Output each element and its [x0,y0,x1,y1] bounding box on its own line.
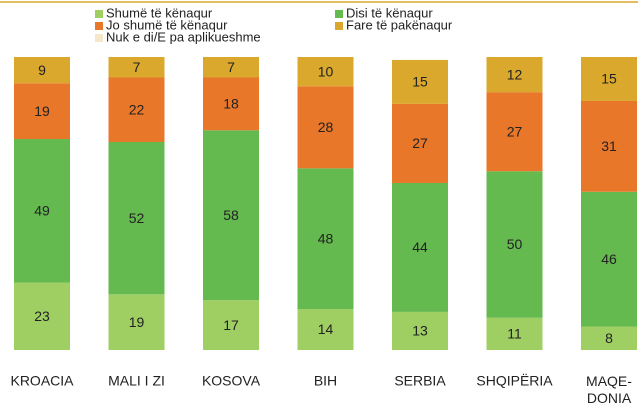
data-label: 49 [34,203,50,219]
bar-segment [581,57,637,101]
data-label: 9 [38,62,46,78]
bar-segment [14,282,70,350]
data-label: 46 [601,251,617,267]
data-label: 27 [412,135,428,151]
x-tick-label: MALI I ZI [108,373,165,389]
data-label: 48 [318,230,334,246]
x-tick-line: DONIA [587,390,632,406]
bar-segment [297,86,354,169]
bar-segment [297,308,354,350]
legend-swatch [335,10,343,18]
bar-segment [14,57,70,84]
bar-segment [108,77,165,142]
legend-label: Shumë të kënaqur [106,5,213,20]
data-label: 12 [507,66,523,82]
bar-segment [392,311,448,350]
bar-segment [297,57,354,87]
x-tick-label: KOSOVA [202,373,261,389]
data-label: 28 [318,119,334,135]
bar-segment [581,191,637,327]
bar-segment [108,141,165,295]
bar-segment [14,139,70,283]
data-label: 15 [412,74,428,90]
data-label: 7 [133,59,141,75]
legend-swatch [95,34,103,42]
data-label: 22 [129,101,145,117]
legend-swatch [95,10,103,18]
legend-label: Disi të kënaqur [346,5,433,20]
legend-swatch [95,22,103,30]
x-tick-label: MAQE-DONIA [586,373,632,406]
data-label: 15 [601,71,617,87]
bar-segment [203,130,259,301]
data-label: 19 [34,103,50,119]
data-label: 50 [507,236,523,252]
data-label: 10 [318,63,334,79]
bar-segment [14,83,70,140]
bar-segment [392,103,448,183]
legend-label: Nuk e di/E pa aplikueshme [106,29,261,44]
data-label: 17 [223,317,239,333]
bar-segment [108,57,165,78]
x-tick-label: BIH [314,373,337,389]
bar-segment [203,300,259,350]
data-label: 18 [223,96,239,112]
data-label: 11 [507,326,522,342]
x-tick-label: SHQIPËRIA [476,373,553,389]
data-label: 8 [605,330,613,346]
data-label: 13 [412,323,428,339]
data-label: 58 [223,207,239,223]
data-label: 23 [34,308,50,324]
x-tick-label: SERBIA [394,373,446,389]
data-label: 7 [227,59,235,75]
bar-segment [486,92,543,172]
bar-segment [108,294,165,350]
bar-segment [203,77,259,131]
bar-segment [203,57,259,78]
legend-label: Fare të pakënaqur [346,17,453,32]
data-label: 19 [129,314,145,330]
data-label: 14 [318,321,334,337]
x-tick-label: KROACIA [10,373,74,389]
bar-segment [581,100,637,192]
legend-swatch [335,22,343,30]
data-label: 31 [601,138,617,154]
data-label: 52 [129,210,145,226]
bar-segment [486,57,543,93]
x-tick-line: MAQE- [586,373,632,389]
bar-segment [392,182,448,312]
bar-segment [297,168,354,309]
legend-label: Jo shumë të kënaqur [106,17,228,32]
bar-segment [392,59,448,104]
bar-segment [486,171,543,318]
data-label: 44 [412,239,428,255]
data-label: 27 [507,123,523,139]
bar-segment [581,326,637,350]
bar-segment [486,317,543,350]
